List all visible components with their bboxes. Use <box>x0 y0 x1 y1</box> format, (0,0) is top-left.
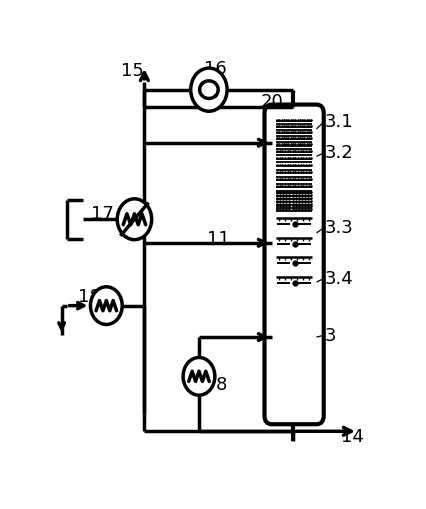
Text: 3.2: 3.2 <box>324 144 353 162</box>
Text: 3.3: 3.3 <box>324 219 353 237</box>
Circle shape <box>90 287 122 325</box>
Text: 17: 17 <box>91 205 114 223</box>
Circle shape <box>117 200 151 240</box>
Circle shape <box>183 358 214 395</box>
Text: 20: 20 <box>259 93 282 111</box>
Text: 11: 11 <box>207 229 230 247</box>
Text: 3.1: 3.1 <box>324 113 353 131</box>
Circle shape <box>190 69 227 112</box>
Text: 14: 14 <box>340 428 363 445</box>
Text: 18: 18 <box>78 287 101 305</box>
Text: 8: 8 <box>216 376 227 393</box>
Text: 3.4: 3.4 <box>324 270 353 288</box>
Text: 16: 16 <box>204 60 226 78</box>
Text: 3: 3 <box>324 326 335 345</box>
Text: 15: 15 <box>121 62 144 80</box>
FancyBboxPatch shape <box>264 105 323 425</box>
